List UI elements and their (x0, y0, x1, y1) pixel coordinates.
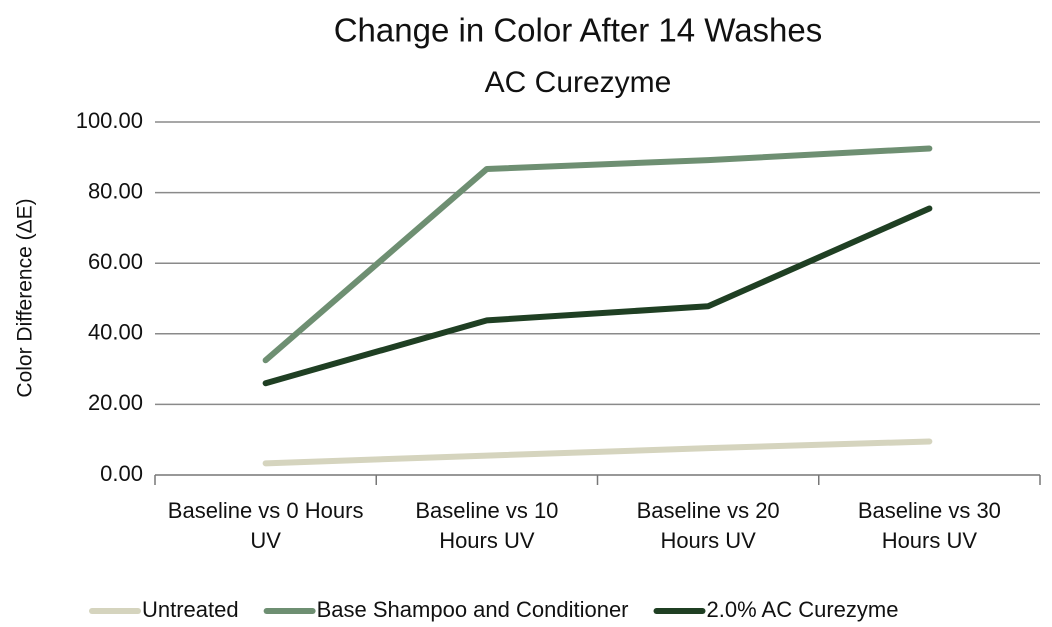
legend-label: 2.0% AC Curezyme (707, 597, 899, 622)
legend-label: Untreated (142, 597, 239, 622)
y-tick-label: 0.00 (100, 461, 143, 486)
y-tick-label: 40.00 (88, 320, 143, 345)
chart-subtitle: AC Curezyme (485, 66, 672, 99)
x-tick-label: Baseline vs 10 Hours UV (415, 498, 559, 553)
x-tick-label: Baseline vs 30 Hours UV (857, 498, 1001, 553)
line-series (262, 205, 933, 387)
y-axis-label: Color Difference (ΔE) (14, 198, 37, 397)
y-tick-label: 60.00 (88, 249, 143, 274)
x-tick-label: Baseline vs 0 Hours UV (167, 498, 364, 553)
y-tick-label: 100.00 (76, 108, 143, 133)
chart-title: Change in Color After 14 Washes (334, 12, 823, 49)
line-series (262, 145, 933, 364)
legend-label: Base Shampoo and Conditioner (317, 597, 629, 622)
x-tick-label: Baseline vs 20 Hours UV (636, 498, 780, 553)
line-series (262, 438, 933, 467)
y-tick-label: 20.00 (88, 390, 143, 415)
y-tick-label: 80.00 (88, 178, 143, 203)
